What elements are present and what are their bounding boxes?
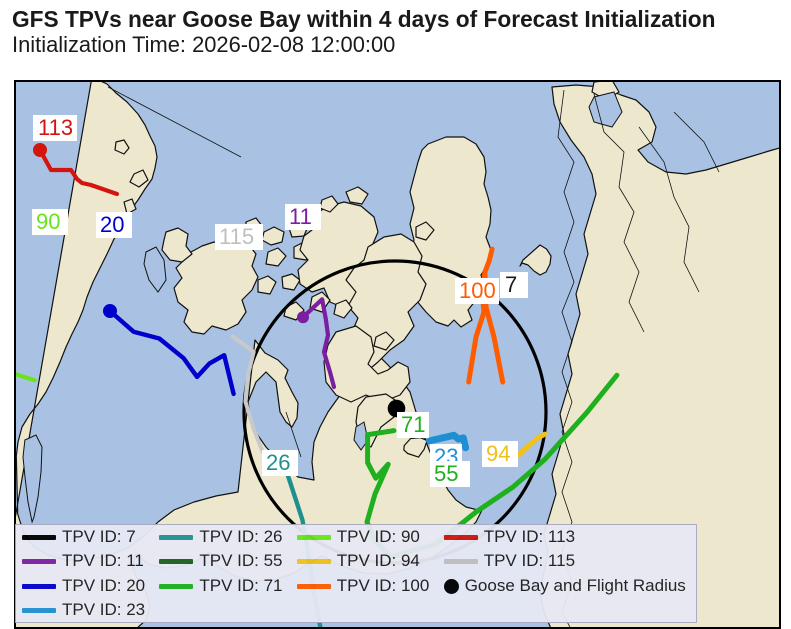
svg-text:115: 115 [219, 224, 254, 249]
svg-text:94: 94 [486, 441, 510, 466]
svg-text:7: 7 [505, 272, 517, 297]
svg-text:100: 100 [459, 278, 496, 303]
svg-text:26: 26 [266, 450, 290, 475]
svg-text:55: 55 [434, 461, 458, 486]
svg-text:90: 90 [36, 209, 60, 234]
svg-text:113: 113 [38, 115, 73, 140]
svg-text:11: 11 [289, 204, 312, 229]
svg-text:20: 20 [100, 212, 124, 237]
svg-text:71: 71 [401, 412, 425, 437]
